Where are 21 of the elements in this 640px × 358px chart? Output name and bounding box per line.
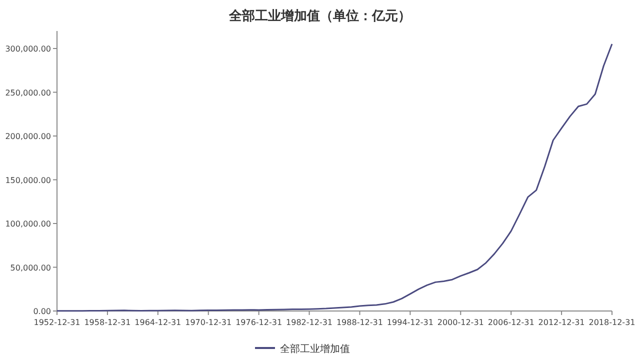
y-tick-label: 50,000.00 [10,263,51,272]
x-tick-label: 1994-12-31 [386,318,434,327]
y-tick-label: 100,000.00 [5,220,51,228]
legend-label: 全部工业增加值 [280,343,350,355]
x-tick-label: 1952-12-31 [34,318,80,327]
x-tick-label: 2006-12-31 [488,318,534,327]
y-tick-label: 300,000.00 [5,44,51,54]
x-tick-label: 2018-12-31 [588,318,636,327]
x-tick-label: 2012-12-31 [538,318,585,327]
x-tick-label: 1988-12-31 [336,318,383,327]
x-tick-label: 1970-12-31 [185,318,232,327]
x-tick-label: 1964-12-31 [134,318,182,327]
chart-title: 全部工业增加值（单位：亿元） [228,8,411,24]
y-tick-label: 0.00 [33,307,51,316]
x-tick-label: 2000-12-31 [437,318,484,327]
y-tick-label: 250,000.00 [5,88,51,98]
y-tick-label: 150,000.00 [5,176,51,185]
x-tick-label: 1958-12-31 [84,318,131,327]
y-tick-label: 200,000.00 [5,132,51,141]
x-tick-label: 1976-12-31 [236,318,282,327]
x-tick-label: 1982-12-31 [286,318,333,327]
